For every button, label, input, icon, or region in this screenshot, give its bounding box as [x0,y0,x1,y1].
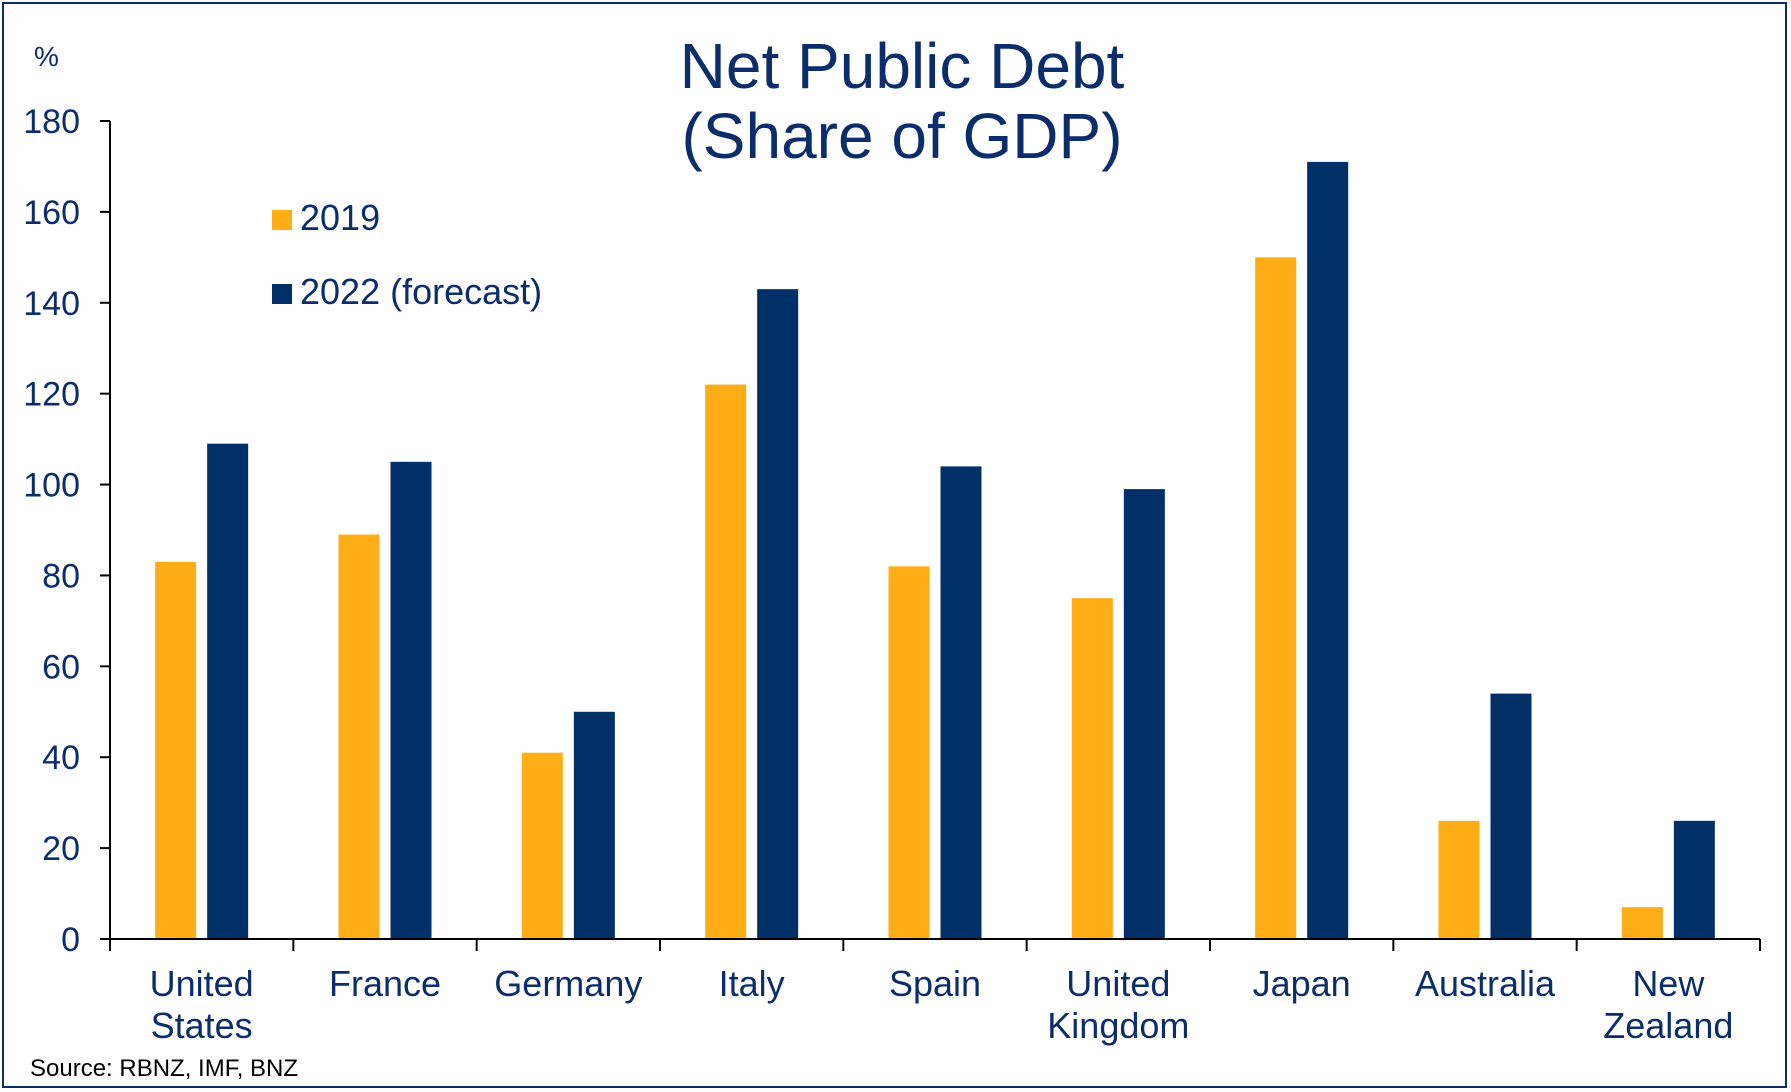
x-category-label-1: France [329,963,441,1004]
legend-swatch-2019 [272,210,292,230]
x-category-label-8: New Zealand [1603,963,1733,1046]
x-category-label-line: France [329,963,441,1004]
bar-2019-2 [521,752,563,939]
x-category-label-line: Japan [1253,963,1351,1004]
bar-2022-forecast-1 [390,461,432,939]
x-category-label-line: United [1066,963,1170,1004]
x-category-label-line: United [150,963,254,1004]
bar-2022-forecast-8 [1673,820,1715,939]
bar-2022-forecast-6 [1307,161,1349,939]
x-category-label-3: Italy [719,963,785,1004]
bar-2022-forecast-0 [207,443,249,939]
legend-swatch-2022-forecast [272,284,292,304]
x-category-label-4: Spain [889,963,981,1004]
chart-canvas: Net Public Debt (Share of GDP) % Source:… [23,30,1761,1082]
bar-2019-6 [1255,257,1297,939]
x-category-label-line: Germany [494,963,642,1004]
y-tick-label-20: 20 [42,830,80,868]
y-tick-label-60: 60 [42,648,80,686]
x-category-label-line: Spain [889,963,981,1004]
bar-2019-5 [1071,598,1113,939]
y-tick-label-100: 100 [23,467,80,505]
legend: 2019 2022 (forecast) [272,197,542,312]
bar-2022-forecast-5 [1123,489,1165,939]
bar-2019-7 [1438,820,1480,939]
x-category-label-5: United Kingdom [1047,963,1189,1046]
y-axis-unit-label: % [34,41,59,72]
bar-2022-forecast-3 [757,289,799,940]
bar-2019-8 [1621,907,1663,939]
x-category-label-line: Zealand [1603,1005,1733,1046]
x-category-label-line: Kingdom [1047,1005,1189,1046]
legend-label-2022-forecast: 2022 (forecast) [300,271,542,312]
source-note: Source: RBNZ, IMF, BNZ [30,1055,298,1082]
chart-title-line-2: (Share of GDP) [681,100,1122,172]
y-tick-label-160: 160 [23,194,80,232]
y-tick-label-80: 80 [42,557,80,595]
bar-2019-3 [705,384,747,940]
y-tick-label-0: 0 [61,921,80,959]
chart-title-line-1: Net Public Debt [680,30,1125,102]
x-category-label-line: States [151,1005,253,1046]
bar-2019-4 [888,566,930,939]
x-category-label-6: Japan [1253,963,1351,1004]
x-category-label-line: Australia [1415,963,1556,1004]
y-tick-label-40: 40 [42,739,80,777]
bar-2022-forecast-4 [940,466,982,939]
x-category-label-line: New [1632,963,1705,1004]
y-tick-label-120: 120 [23,376,80,414]
x-category-label-0: United States [150,963,254,1046]
y-tick-label-180: 180 [23,103,80,141]
bar-2022-forecast-7 [1490,693,1532,939]
x-category-label-line: Italy [719,963,785,1004]
bar-2019-0 [155,561,197,939]
legend-label-2019: 2019 [300,197,380,238]
bar-2019-1 [338,534,380,939]
bar-2022-forecast-2 [573,711,615,939]
x-category-label-2: Germany [494,963,642,1004]
y-tick-label-140: 140 [23,285,80,323]
x-category-label-7: Australia [1415,963,1556,1004]
